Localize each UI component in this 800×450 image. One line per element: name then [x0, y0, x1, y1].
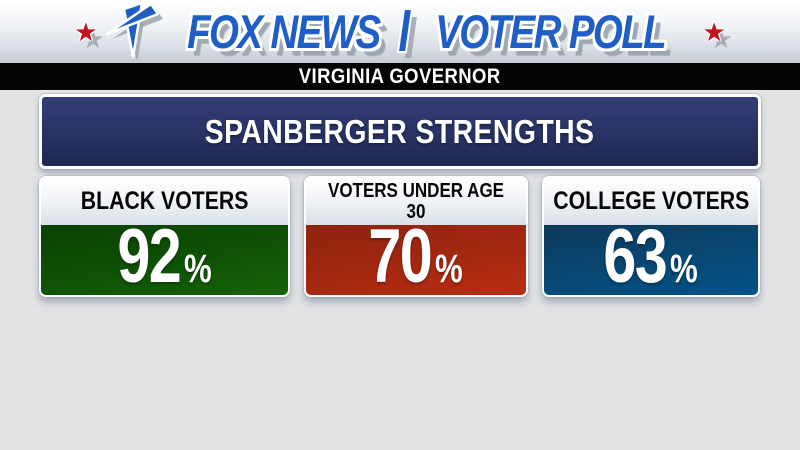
stat-card-voters-under-30: VOTERS UNDER AGE 30 70%: [304, 176, 528, 297]
percent-sign: %: [670, 247, 699, 291]
stat-card-header: BLACK VOTERS: [41, 178, 288, 225]
stat-value-panel: 92%: [41, 219, 288, 295]
headline-text: SPANBERGER STRENGTHS: [205, 113, 595, 150]
stat-value-number: 63: [603, 214, 668, 297]
fox-searchlight-icon: [105, 2, 163, 59]
percent-sign: %: [183, 247, 212, 291]
content-area: SPANBERGER STRENGTHS BLACK VOTERS 92% VO…: [0, 90, 800, 297]
stat-card-college-voters: COLLEGE VOTERS 63%: [542, 176, 760, 297]
stat-value-number: 92: [117, 214, 181, 297]
stat-label: COLLEGE VOTERS: [552, 187, 750, 216]
brand-header: ★ FOX NEWS VOTER POLL ★: [0, 0, 800, 63]
headline-box: SPANBERGER STRENGTHS: [39, 94, 761, 169]
star-icon: ★: [74, 16, 98, 47]
stat-value: 70%: [369, 219, 463, 295]
stat-card-header: VOTERS UNDER AGE 30: [306, 178, 526, 225]
topic-bar: VIRGINIA GOVERNOR: [0, 63, 800, 90]
star-icon: ★: [702, 16, 726, 47]
logo-divider: [399, 10, 412, 51]
stat-value: 63%: [604, 219, 698, 295]
stat-value-number: 70: [368, 214, 433, 297]
stat-label: BLACK VOTERS: [80, 187, 249, 216]
stat-value-panel: 70%: [306, 219, 526, 295]
stat-value: 92%: [117, 219, 211, 295]
brand-logo-text: FOX NEWS: [186, 5, 381, 58]
stats-row: BLACK VOTERS 92% VOTERS UNDER AGE 30 70%…: [39, 176, 761, 297]
stat-card-header: COLLEGE VOTERS: [544, 178, 758, 225]
show-logo-text: VOTER POLL: [435, 5, 666, 58]
percent-sign: %: [435, 247, 464, 291]
stat-card-black-voters: BLACK VOTERS 92%: [39, 176, 290, 297]
stat-label: VOTERS UNDER AGE 30: [327, 179, 505, 223]
stat-value-panel: 63%: [544, 219, 758, 295]
topic-title: VIRGINIA GOVERNOR: [299, 65, 501, 88]
